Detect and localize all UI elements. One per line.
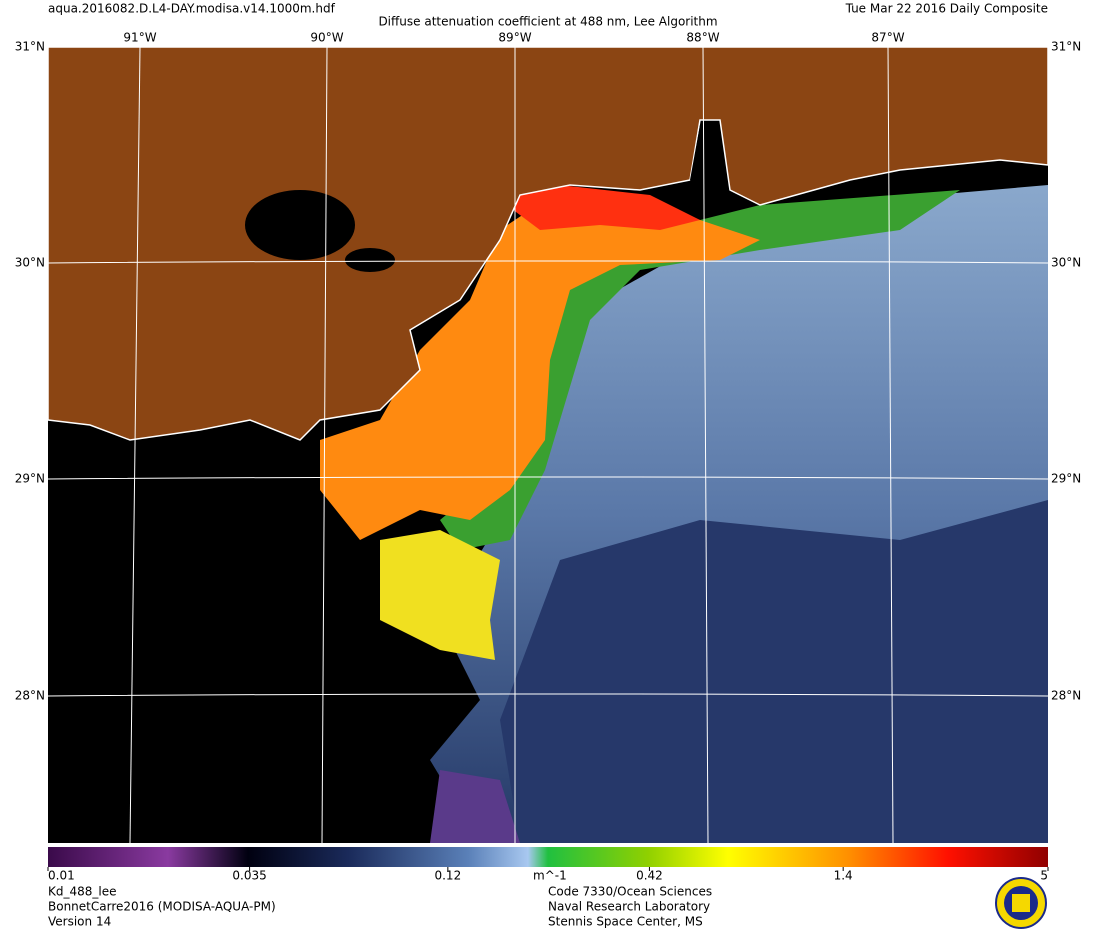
purple-patch xyxy=(430,770,520,843)
lake xyxy=(345,248,395,272)
lon-label: 90°W xyxy=(310,31,343,45)
map-title: Diffuse attenuation coefficient at 488 n… xyxy=(378,15,717,29)
lat-label: 31°N xyxy=(15,40,45,54)
lat-label: 28°N xyxy=(1051,689,1081,703)
product-info: BonnetCarre2016 (MODISA-AQUA-PM) xyxy=(48,900,276,914)
product-info: Version 14 xyxy=(48,915,111,929)
bay xyxy=(690,125,725,210)
lon-label: 87°W xyxy=(871,31,904,45)
nrl-logo xyxy=(995,877,1047,929)
lon-label: 89°W xyxy=(498,31,531,45)
parallel xyxy=(47,260,1049,264)
lat-label: 28°N xyxy=(15,689,45,703)
colorbar xyxy=(48,847,1048,867)
colorbar-tick-label: 0.12 xyxy=(434,869,461,883)
colorbar-tick-label: 5 xyxy=(1040,869,1048,883)
colorbar-tick-label: 0.42 xyxy=(636,869,663,883)
file-name: aqua.2016082.D.L4-DAY.modisa.v14.1000m.h… xyxy=(48,2,336,16)
colorbar-unit: m^-1 xyxy=(533,869,567,883)
colorbar-ticks: 0.01 0.035 0.12 0.42 1.4 5 xyxy=(47,867,1049,883)
lat-label: 29°N xyxy=(15,472,45,486)
colorbar-tick-label: 0.01 xyxy=(48,869,75,883)
land xyxy=(48,47,1048,441)
lon-label: 91°W xyxy=(123,31,156,45)
parallel xyxy=(47,476,1049,480)
lat-label: 31°N xyxy=(1051,40,1081,54)
yellow-plume xyxy=(380,530,500,660)
date-label: Tue Mar 22 2016 Daily Composite xyxy=(845,2,1048,16)
meridian xyxy=(887,46,894,844)
lab-info: Stennis Space Center, MS xyxy=(548,915,703,929)
colorbar-tick-label: 0.035 xyxy=(232,869,266,883)
lake xyxy=(245,190,355,260)
graticule-labels: 31°N 30°N 29°N 28°N 31°N 30°N 29°N 28°N 91°W 90°W… xyxy=(15,31,1082,703)
graticule xyxy=(47,46,1049,844)
parallel xyxy=(47,693,1049,697)
meridian xyxy=(702,46,709,844)
meridian xyxy=(129,46,141,844)
lab-info: Code 7330/Ocean Sciences xyxy=(548,885,712,899)
lab-info: Naval Research Laboratory xyxy=(548,900,710,914)
product-info: Kd_488_lee xyxy=(48,885,117,899)
lat-label: 30°N xyxy=(15,256,45,270)
lat-label: 29°N xyxy=(1051,472,1081,486)
lon-label: 88°W xyxy=(686,31,719,45)
meridian xyxy=(321,46,328,844)
map-image xyxy=(48,47,1048,843)
colorbar-tick-label: 1.4 xyxy=(834,869,853,883)
lat-label: 30°N xyxy=(1051,256,1081,270)
red-plume xyxy=(500,185,700,230)
orange-plume xyxy=(320,190,760,540)
deep-ocean xyxy=(500,500,1048,843)
